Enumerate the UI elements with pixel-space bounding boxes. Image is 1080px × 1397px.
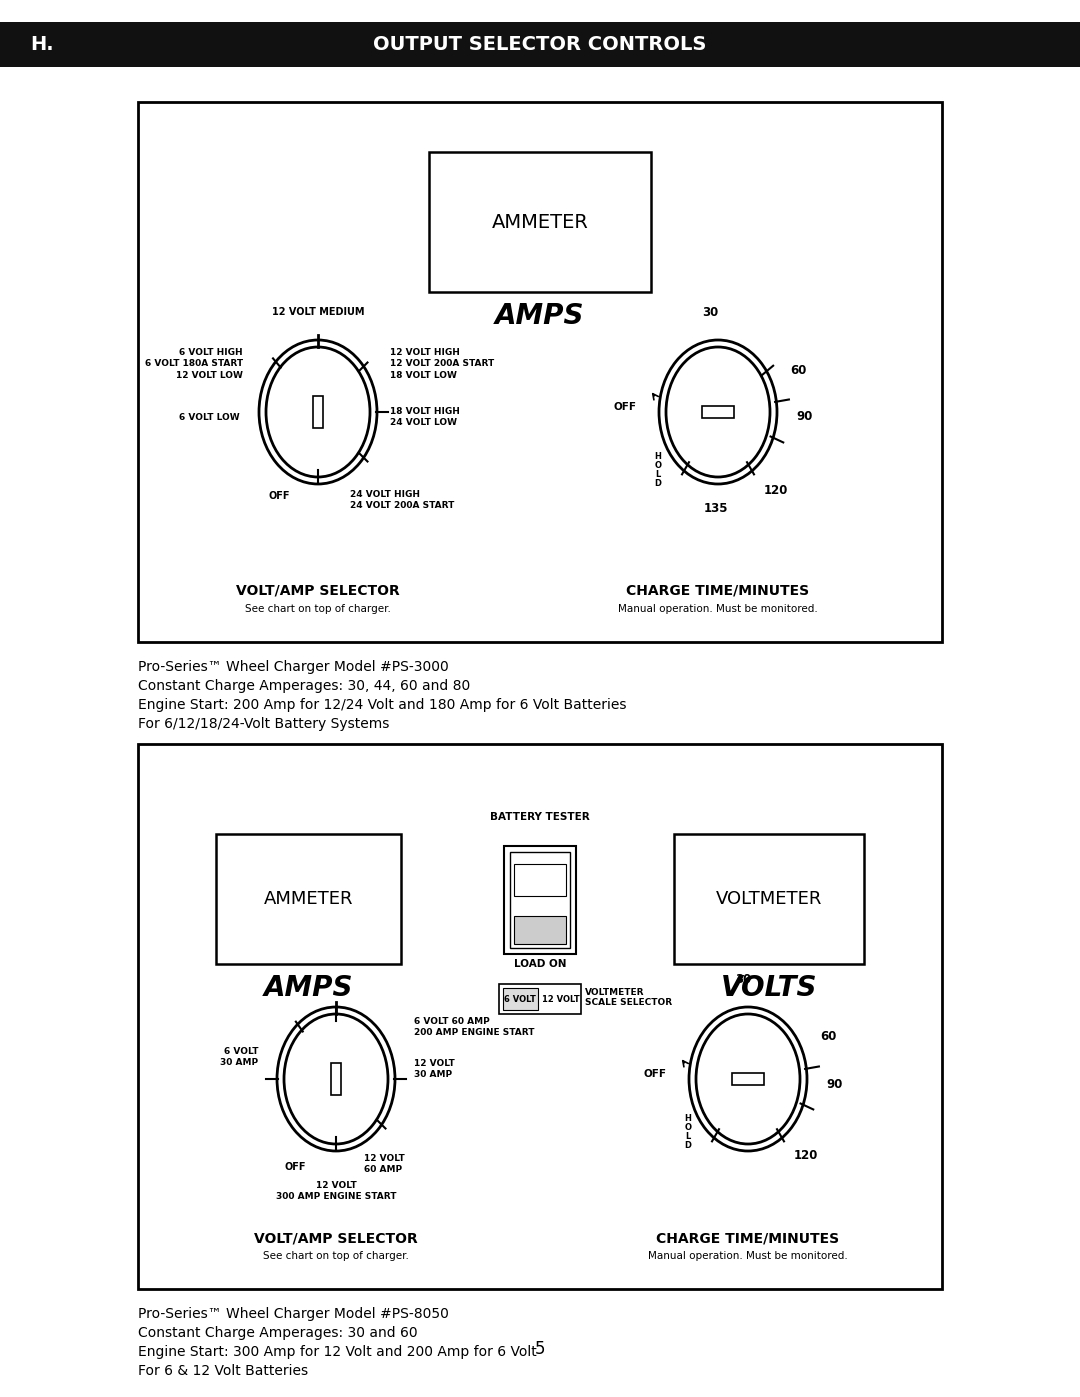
Text: Engine Start: 300 Amp for 12 Volt and 200 Amp for 6 Volt: Engine Start: 300 Amp for 12 Volt and 20… xyxy=(138,1345,537,1359)
Text: 6 VOLT 60 AMP
200 AMP ENGINE START: 6 VOLT 60 AMP 200 AMP ENGINE START xyxy=(414,1017,535,1037)
Text: Manual operation. Must be monitored.: Manual operation. Must be monitored. xyxy=(618,604,818,615)
Text: Constant Charge Amperages: 30, 44, 60 and 80: Constant Charge Amperages: 30, 44, 60 an… xyxy=(138,679,470,693)
Text: 12 VOLT
30 AMP: 12 VOLT 30 AMP xyxy=(414,1059,455,1078)
Text: 30: 30 xyxy=(702,306,718,319)
Text: See chart on top of charger.: See chart on top of charger. xyxy=(245,604,391,615)
Text: 135: 135 xyxy=(703,502,728,515)
Text: 30: 30 xyxy=(734,972,751,986)
Text: 6 VOLT HIGH
6 VOLT 180A START
12 VOLT LOW: 6 VOLT HIGH 6 VOLT 180A START 12 VOLT LO… xyxy=(145,348,243,380)
Text: VOLT/AMP SELECTOR: VOLT/AMP SELECTOR xyxy=(254,1231,418,1245)
Text: OFF: OFF xyxy=(269,490,291,502)
Text: AMMETER: AMMETER xyxy=(264,890,353,908)
Text: 6 VOLT LOW: 6 VOLT LOW xyxy=(179,412,240,422)
Bar xyxy=(313,395,323,427)
Text: 12 VOLT HIGH
12 VOLT 200A START
18 VOLT LOW: 12 VOLT HIGH 12 VOLT 200A START 18 VOLT … xyxy=(390,348,495,380)
Text: H
O
L
D: H O L D xyxy=(654,453,661,488)
Text: VOLT/AMP SELECTOR: VOLT/AMP SELECTOR xyxy=(237,584,400,598)
Text: OFF: OFF xyxy=(613,402,636,412)
Text: 24 VOLT HIGH
24 VOLT 200A START: 24 VOLT HIGH 24 VOLT 200A START xyxy=(350,490,455,510)
Text: Pro-Series™ Wheel Charger Model #PS-8050: Pro-Series™ Wheel Charger Model #PS-8050 xyxy=(138,1308,449,1322)
Text: OUTPUT SELECTOR CONTROLS: OUTPUT SELECTOR CONTROLS xyxy=(374,35,706,54)
Ellipse shape xyxy=(259,339,377,483)
Bar xyxy=(0,22,1080,67)
Text: VOLTMETER
SCALE SELECTOR: VOLTMETER SCALE SELECTOR xyxy=(585,988,672,1007)
Bar xyxy=(330,1063,341,1095)
Text: 12 VOLT: 12 VOLT xyxy=(542,995,579,1003)
Text: For 6 & 12 Volt Batteries: For 6 & 12 Volt Batteries xyxy=(138,1363,308,1377)
Text: Constant Charge Amperages: 30 and 60: Constant Charge Amperages: 30 and 60 xyxy=(138,1326,418,1340)
Text: AMMETER: AMMETER xyxy=(491,212,589,232)
Text: 120: 120 xyxy=(794,1148,819,1162)
Text: 120: 120 xyxy=(764,483,788,497)
Bar xyxy=(510,852,570,949)
Text: CHARGE TIME/MINUTES: CHARGE TIME/MINUTES xyxy=(626,584,810,598)
Text: CHARGE TIME/MINUTES: CHARGE TIME/MINUTES xyxy=(657,1231,839,1245)
Text: 6 VOLT
30 AMP: 6 VOLT 30 AMP xyxy=(220,1046,258,1067)
Bar xyxy=(514,863,566,895)
Text: Pro-Series™ Wheel Charger Model #PS-3000: Pro-Series™ Wheel Charger Model #PS-3000 xyxy=(138,659,449,673)
Text: 12 VOLT
300 AMP ENGINE START: 12 VOLT 300 AMP ENGINE START xyxy=(275,1180,396,1201)
Text: 12 VOLT
60 AMP: 12 VOLT 60 AMP xyxy=(364,1154,405,1173)
Text: OFF: OFF xyxy=(643,1069,666,1078)
Text: 12 VOLT MEDIUM: 12 VOLT MEDIUM xyxy=(272,307,364,317)
Text: 90: 90 xyxy=(826,1077,842,1091)
Text: BATTERY TESTER: BATTERY TESTER xyxy=(490,812,590,821)
Text: Engine Start: 200 Amp for 12/24 Volt and 180 Amp for 6 Volt Batteries: Engine Start: 200 Amp for 12/24 Volt and… xyxy=(138,698,626,712)
Text: VOLTMETER: VOLTMETER xyxy=(716,890,822,908)
Text: 60: 60 xyxy=(820,1031,836,1044)
Text: VOLTS: VOLTS xyxy=(720,974,818,1002)
Ellipse shape xyxy=(284,1014,388,1144)
Text: H
O
L
D: H O L D xyxy=(685,1113,691,1150)
Bar xyxy=(504,847,576,954)
Text: LOAD ON: LOAD ON xyxy=(514,958,566,970)
Ellipse shape xyxy=(696,1014,800,1144)
Ellipse shape xyxy=(666,346,770,476)
Bar xyxy=(429,152,651,292)
Text: Manual operation. Must be monitored.: Manual operation. Must be monitored. xyxy=(648,1250,848,1261)
Bar xyxy=(732,1073,764,1085)
Text: OFF: OFF xyxy=(284,1162,306,1172)
Text: 60: 60 xyxy=(789,363,807,377)
Ellipse shape xyxy=(689,1007,807,1151)
Text: AMPS: AMPS xyxy=(264,974,353,1002)
Bar xyxy=(674,834,864,964)
Bar xyxy=(499,983,581,1014)
Text: See chart on top of charger.: See chart on top of charger. xyxy=(264,1250,409,1261)
Text: 18 VOLT HIGH
24 VOLT LOW: 18 VOLT HIGH 24 VOLT LOW xyxy=(390,407,460,427)
Bar xyxy=(514,916,566,944)
Bar xyxy=(138,102,942,643)
Text: 90: 90 xyxy=(796,411,812,423)
Bar xyxy=(138,745,942,1289)
Ellipse shape xyxy=(659,339,777,483)
Ellipse shape xyxy=(276,1007,395,1151)
Text: For 6/12/18/24-Volt Battery Systems: For 6/12/18/24-Volt Battery Systems xyxy=(138,717,390,731)
Ellipse shape xyxy=(266,346,370,476)
Bar xyxy=(503,988,538,1010)
Bar xyxy=(216,834,401,964)
Text: 5: 5 xyxy=(535,1340,545,1358)
Text: H.: H. xyxy=(30,35,54,54)
Text: AMPS: AMPS xyxy=(496,302,584,330)
Text: 6 VOLT: 6 VOLT xyxy=(503,995,536,1003)
Bar xyxy=(702,407,734,418)
